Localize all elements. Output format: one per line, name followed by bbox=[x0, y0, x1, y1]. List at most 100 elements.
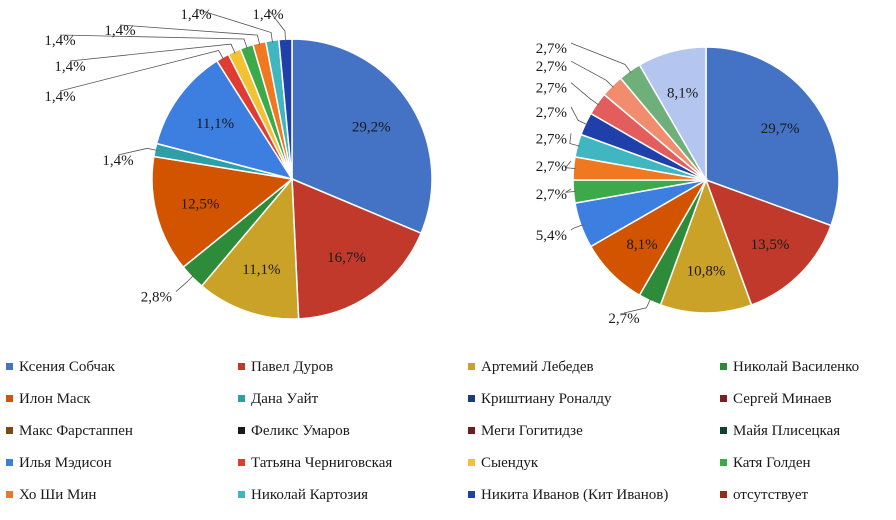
leader-line bbox=[565, 188, 576, 193]
legend-item: Сергей Минаев bbox=[720, 388, 832, 410]
legend-label: Илья Мэдисон bbox=[19, 455, 112, 471]
pie-slice bbox=[151, 155, 294, 269]
legend-swatch bbox=[468, 363, 475, 371]
data-label: 29,7% bbox=[761, 121, 800, 137]
pie-slice bbox=[200, 177, 300, 320]
legend-swatch bbox=[6, 459, 13, 467]
leader-line bbox=[59, 34, 248, 49]
data-label: 2,7% bbox=[536, 81, 567, 97]
legend-item: Илон Маск bbox=[6, 388, 91, 410]
legend-label: Сыендук bbox=[481, 455, 539, 471]
data-label: 11,1% bbox=[196, 116, 234, 132]
legend-swatch bbox=[238, 459, 245, 467]
pie-slice bbox=[291, 38, 433, 235]
legend-swatch bbox=[720, 395, 727, 403]
data-label: 1,4% bbox=[44, 89, 75, 105]
legend-swatch bbox=[468, 395, 475, 403]
data-label: 2,7% bbox=[536, 131, 567, 147]
pie-slice bbox=[291, 177, 423, 320]
legend-label: Феликс Умаров bbox=[251, 423, 350, 439]
legend-item: Криштиану Роналду bbox=[468, 388, 612, 410]
legend-label: Катя Голден bbox=[733, 455, 811, 471]
legend-label: Артемий Лебедев bbox=[481, 359, 594, 375]
data-label: 1,4% bbox=[104, 23, 135, 39]
pie-slice bbox=[155, 59, 294, 181]
leader-line bbox=[570, 106, 588, 125]
legend-swatch bbox=[6, 491, 13, 499]
legend-item: Никита Иванов (Кит Иванов) bbox=[468, 484, 668, 506]
data-label: 1,4% bbox=[102, 153, 133, 169]
leader-line bbox=[570, 224, 584, 231]
leader-line bbox=[117, 147, 158, 156]
data-label: 10,8% bbox=[687, 263, 726, 279]
legend-swatch bbox=[468, 459, 475, 467]
legend-swatch bbox=[6, 395, 13, 403]
data-label: 2,7% bbox=[536, 159, 567, 175]
legend-label: отсутствует bbox=[733, 487, 809, 503]
pie-chart-left: 29,2% 16,7% 11,1% 2,8% 12,5% 1,4% 11,1% 1,4% 1,4… bbox=[44, 7, 433, 320]
legend-label: Николай Василенко bbox=[733, 359, 860, 375]
data-label: 8,1% bbox=[667, 86, 698, 102]
data-label: 5,4% bbox=[536, 228, 567, 244]
legend-swatch bbox=[238, 363, 245, 371]
data-label: 11,1% bbox=[242, 262, 280, 278]
data-label: 1,4% bbox=[54, 59, 85, 75]
legend-label: Николай Картозия bbox=[251, 487, 369, 503]
legend-label: Павел Дуров bbox=[251, 359, 334, 375]
data-label: 2,7% bbox=[536, 59, 567, 75]
legend-swatch bbox=[720, 491, 727, 499]
data-label: 29,2% bbox=[352, 119, 391, 135]
leader-line bbox=[119, 24, 261, 45]
legend-item: Николай Картозия bbox=[238, 484, 368, 506]
legend-label: Никита Иванов (Кит Иванов) bbox=[481, 487, 669, 503]
leader-line bbox=[570, 42, 632, 73]
legend-label: Хо Ши Мин bbox=[19, 487, 97, 503]
legend-item: Дана Уайт bbox=[238, 388, 318, 410]
leader-line bbox=[623, 298, 651, 314]
leader-line bbox=[175, 275, 194, 292]
legend-item: Татьяна Черниговская bbox=[238, 452, 392, 474]
pie-chart-right: 29,7% 13,5% 10,8% 2,7% 8,1% 5,4% 2,7% 2,7% 2,7% 2… bbox=[536, 41, 840, 327]
legend-swatch bbox=[238, 491, 245, 499]
pie-slice bbox=[638, 46, 707, 183]
legend-swatch bbox=[720, 363, 727, 371]
legend-swatch bbox=[720, 459, 727, 467]
data-label: 2,7% bbox=[536, 105, 567, 121]
leader-line bbox=[59, 50, 224, 92]
legend-item: Катя Голден bbox=[720, 452, 811, 474]
data-label: 1,4% bbox=[180, 7, 211, 23]
legend-swatch bbox=[468, 491, 475, 499]
data-label: 13,5% bbox=[751, 237, 790, 253]
data-label: 1,4% bbox=[44, 33, 75, 49]
leader-line bbox=[570, 82, 599, 106]
legend-item: Павел Дуров bbox=[238, 356, 333, 378]
legend-item: Сыендук bbox=[468, 452, 538, 474]
legend-item: Майя Плисецкая bbox=[720, 420, 840, 442]
legend-item: отсутствует bbox=[720, 484, 808, 506]
legend-item: Илья Мэдисон bbox=[6, 452, 112, 474]
legend-swatch bbox=[468, 427, 475, 435]
pie-slice bbox=[659, 177, 753, 314]
legend-item: Артемий Лебедев bbox=[468, 356, 594, 378]
legend-item: Феликс Умаров bbox=[238, 420, 350, 442]
legend-swatch bbox=[238, 427, 245, 435]
pie-slice bbox=[704, 178, 832, 306]
pie-slice bbox=[705, 46, 840, 227]
legend-label: Майя Плисецкая bbox=[733, 423, 841, 439]
leader-line bbox=[570, 60, 614, 88]
legend-label: Сергей Минаев bbox=[733, 391, 832, 407]
legend-label: Меги Гогитидзе bbox=[481, 423, 583, 439]
legend-item: Ксения Собчак bbox=[6, 356, 115, 378]
data-label: 2,8% bbox=[141, 290, 172, 306]
data-label: 2,7% bbox=[536, 187, 567, 203]
leader-line bbox=[569, 133, 580, 147]
data-label: 8,1% bbox=[626, 237, 657, 253]
legend-item: Меги Гогитидзе bbox=[468, 420, 583, 442]
legend-label: Криштиану Роналду bbox=[481, 391, 612, 407]
legend-label: Дана Уайт bbox=[251, 391, 319, 407]
leader-line bbox=[195, 8, 273, 43]
legend-swatch bbox=[6, 427, 13, 435]
data-label: 2,7% bbox=[608, 311, 639, 327]
legend-swatch bbox=[6, 363, 13, 371]
legend-item: Макс Фарстаппен bbox=[6, 420, 133, 442]
